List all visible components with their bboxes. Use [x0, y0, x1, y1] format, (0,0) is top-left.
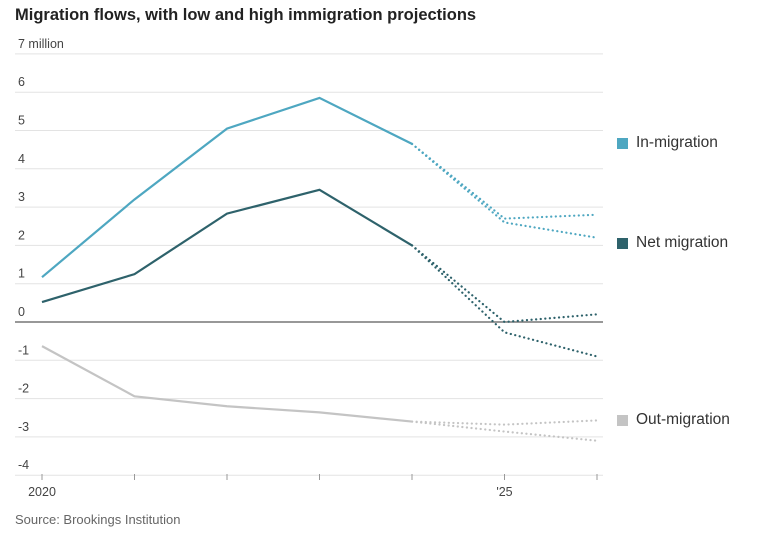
- y-tick-label: 7 million: [18, 37, 64, 51]
- y-tick-label: -3: [18, 420, 29, 434]
- legend-label: Net migration: [636, 234, 729, 251]
- y-tick-label: -1: [18, 343, 29, 357]
- legend-out-migration: Out-migration: [617, 411, 730, 429]
- legend-net-migration: Net migration: [617, 234, 728, 252]
- net-migration-projection-high: [410, 244, 599, 324]
- y-tick-label: -4: [18, 458, 29, 472]
- legend-label: In-migration: [636, 134, 718, 151]
- in-migration-projection-high: [410, 142, 599, 220]
- legend-swatch: [617, 137, 628, 149]
- in-migration-projection-low: [410, 142, 599, 239]
- out-migration-line: [41, 345, 413, 423]
- legend-swatch: [617, 237, 628, 249]
- net-migration-line: [41, 188, 413, 304]
- out-migration-projection-high: [410, 419, 599, 426]
- legend-swatch: [617, 414, 628, 426]
- in-migration-line: [41, 96, 413, 279]
- y-tick-label: 0: [18, 305, 25, 319]
- x-tick-label: '25: [496, 485, 512, 499]
- y-tick-label: 1: [18, 267, 25, 281]
- out-migration-projection-low: [410, 420, 599, 442]
- y-tick-label: 3: [18, 190, 25, 204]
- y-tick-label: 5: [18, 114, 25, 128]
- legend-label: Out-migration: [636, 411, 730, 428]
- y-tick-label: -2: [18, 382, 29, 396]
- source-note: Source: Brookings Institution: [15, 512, 181, 527]
- y-tick-label: 6: [18, 75, 25, 89]
- y-tick-label: 4: [18, 152, 25, 166]
- y-tick-label: 2: [18, 228, 25, 242]
- x-tick-label: 2020: [28, 485, 56, 499]
- chart-title: Migration flows, with low and high immig…: [15, 6, 477, 24]
- legend-in-migration: In-migration: [617, 134, 718, 152]
- net-migration-projection-low: [410, 244, 599, 358]
